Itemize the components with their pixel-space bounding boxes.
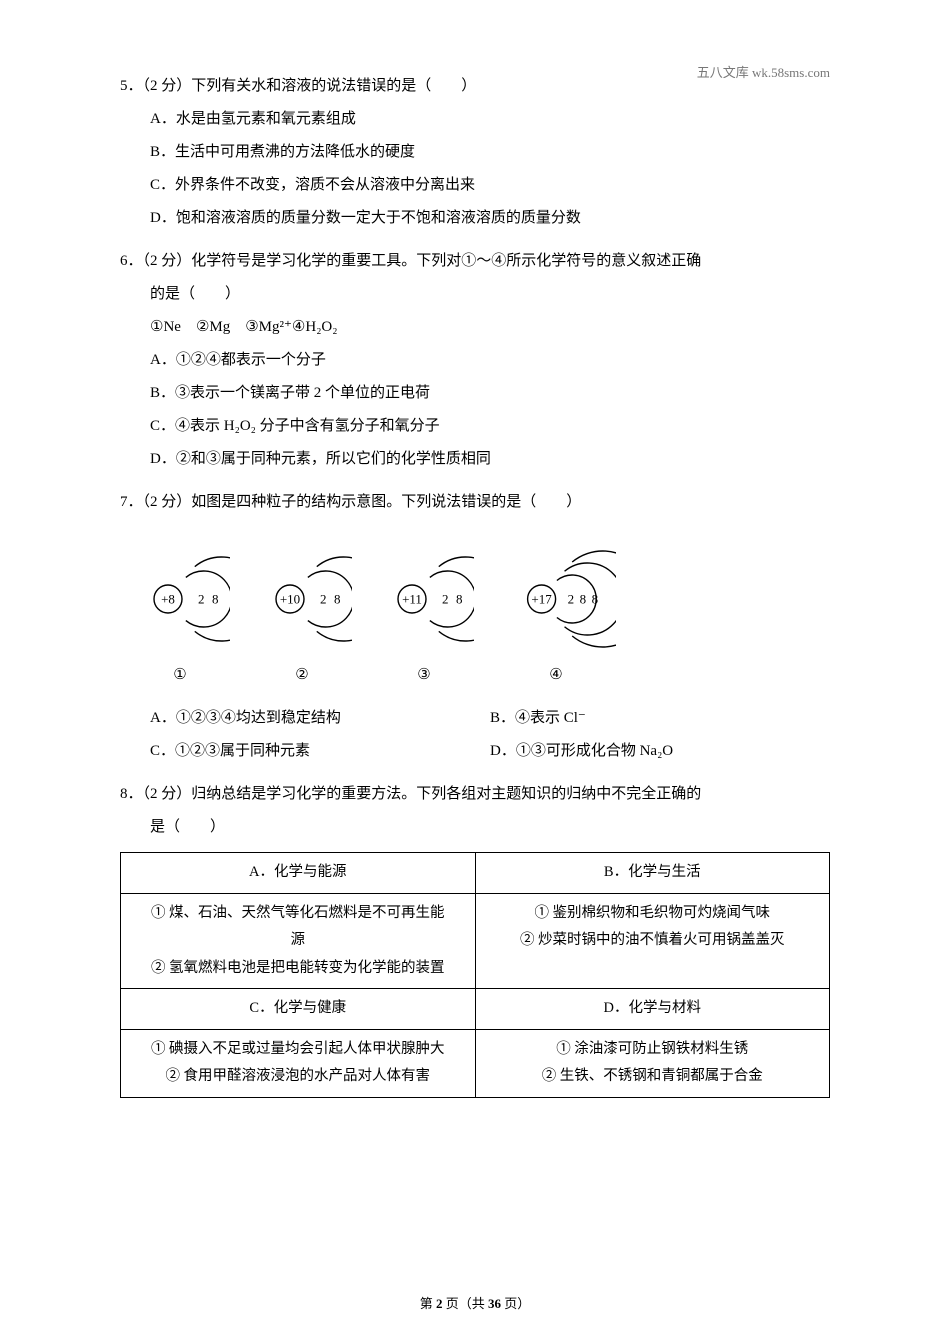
footer-pre: 第	[420, 1296, 436, 1311]
svg-text:2: 2	[198, 592, 205, 607]
atom-2-label: ②	[252, 659, 352, 692]
q7-option-d: D．①③可形成化合物 Na₂O	[490, 735, 830, 768]
atom-3: 28 +11 ③	[374, 549, 474, 692]
atom-3-label: ③	[374, 659, 474, 692]
q8-body-b: ① 鉴别棉织物和毛织物可灼烧闻气味 ② 炒菜时锅中的油不慎着火可用锅盖盖灭	[475, 893, 830, 989]
svg-text:8: 8	[592, 592, 599, 607]
q8-body-c-2: ② 食用甲醛溶液浸泡的水产品对人体有害	[131, 1063, 465, 1091]
svg-text:8: 8	[456, 592, 463, 607]
atom-3-svg: 28 +11	[374, 549, 474, 649]
question-5: 5．（2 分）下列有关水和溶液的说法错误的是（ ） A．水是由氢元素和氧元素组成…	[120, 70, 830, 235]
q7-option-c: C．①②③属于同种元素	[150, 735, 490, 768]
q6-option-c: C．④表示 H₂O₂ 分子中含有氢分子和氧分子	[150, 410, 830, 443]
svg-text:+8: +8	[161, 592, 175, 607]
q8-body-d-1: ① 涂油漆可防止钢铁材料生锈	[486, 1036, 820, 1064]
q8-body-c-1: ① 碘摄入不足或过量均会引起人体甲状腺肿大	[131, 1036, 465, 1064]
svg-text:2: 2	[568, 592, 575, 607]
q8-head-b: B．化学与生活	[475, 853, 830, 894]
q8-body-a-1: ① 煤、石油、天然气等化石燃料是不可再生能	[131, 900, 465, 928]
svg-text:8: 8	[580, 592, 587, 607]
q8-head-c: C．化学与健康	[121, 989, 476, 1030]
q7-option-b: B．④表示 Cl⁻	[490, 702, 830, 735]
atom-1-svg: 28 +8	[130, 549, 230, 649]
q6-stem-line2: 的是（ ）	[120, 278, 830, 311]
svg-text:+11: +11	[402, 592, 422, 607]
q5-option-a: A．水是由氢元素和氧元素组成	[150, 103, 830, 136]
q7-options: A．①②③④均达到稳定结构 B．④表示 Cl⁻ C．①②③属于同种元素 D．①③…	[120, 702, 830, 768]
q8-head-d: D．化学与材料	[475, 989, 830, 1030]
svg-text:2: 2	[320, 592, 327, 607]
q8-body-a: ① 煤、石油、天然气等化石燃料是不可再生能 源 ② 氢氧燃料电池是把电能转变为化…	[121, 893, 476, 989]
svg-text:8: 8	[212, 592, 219, 607]
q6-given: ①Ne ②Mg ③Mg²⁺④H₂O₂	[120, 311, 830, 344]
q8-stem-line1: 8．（2 分）归纳总结是学习化学的重要方法。下列各组对主题知识的归纳中不完全正确…	[120, 778, 830, 811]
q5-option-d: D．饱和溶液溶质的质量分数一定大于不饱和溶液溶质的质量分数	[150, 202, 830, 235]
q8-table: A．化学与能源 B．化学与生活 ① 煤、石油、天然气等化石燃料是不可再生能 源 …	[120, 852, 830, 1098]
q8-body-d: ① 涂油漆可防止钢铁材料生锈 ② 生铁、不锈钢和青铜都属于合金	[475, 1029, 830, 1097]
q5-option-c: C．外界条件不改变，溶质不会从溶液中分离出来	[150, 169, 830, 202]
question-8: 8．（2 分）归纳总结是学习化学的重要方法。下列各组对主题知识的归纳中不完全正确…	[120, 778, 830, 1098]
footer-post: 页）	[501, 1296, 530, 1311]
svg-text:+17: +17	[531, 592, 552, 607]
q5-option-b: B．生活中可用煮沸的方法降低水的硬度	[150, 136, 830, 169]
q7-diagrams: 28+8 ① 28+10 ② 28+11 ③ 288+17 ④	[120, 549, 830, 692]
svg-text:2: 2	[442, 592, 449, 607]
footer-mid: 页（共	[442, 1296, 488, 1311]
watermark-text: 五八文库 wk.58sms.com	[697, 62, 830, 81]
svg-text:8: 8	[334, 592, 341, 607]
atom-4-label: ④	[496, 659, 616, 692]
q7-stem: 7．（2 分）如图是四种粒子的结构示意图。下列说法错误的是（ ）	[120, 486, 830, 519]
q8-body-c: ① 碘摄入不足或过量均会引起人体甲状腺肿大 ② 食用甲醛溶液浸泡的水产品对人体有…	[121, 1029, 476, 1097]
page-footer: 第 2 页（共 36 页）	[0, 1293, 950, 1312]
atom-4-svg: 288+17	[496, 549, 616, 649]
q8-body-d-2: ② 生铁、不锈钢和青铜都属于合金	[486, 1063, 820, 1091]
q8-body-b-2: ② 炒菜时锅中的油不慎着火可用锅盖盖灭	[486, 927, 820, 955]
q8-head-a: A．化学与能源	[121, 853, 476, 894]
q7-option-a: A．①②③④均达到稳定结构	[150, 702, 490, 735]
atom-1-label: ①	[130, 659, 230, 692]
atom-4: 288+17 ④	[496, 549, 616, 692]
footer-total: 36	[488, 1296, 501, 1311]
atom-2-svg: 28 +10	[252, 549, 352, 649]
q6-option-b: B．③表示一个镁离子带 2 个单位的正电荷	[150, 377, 830, 410]
q7-stem-text: 7．（2 分）如图是四种粒子的结构示意图。下列说法错误的是（ ）	[120, 494, 581, 510]
q8-body-a-3: ② 氢氧燃料电池是把电能转变为化学能的装置	[131, 955, 465, 983]
atom-2: 28 +10 ②	[252, 549, 352, 692]
q6-stem-line1: 6．（2 分）化学符号是学习化学的重要工具。下列对①～④所示化学符号的意义叙述正…	[120, 245, 830, 278]
q8-body-b-1: ① 鉴别棉织物和毛织物可灼烧闻气味	[486, 900, 820, 928]
q8-body-a-2: 源	[131, 927, 465, 955]
svg-text:+10: +10	[280, 592, 300, 607]
q8-stem-line2: 是（ ）	[120, 811, 830, 844]
question-7: 7．（2 分）如图是四种粒子的结构示意图。下列说法错误的是（ ） 28+8 ① …	[120, 486, 830, 768]
question-6: 6．（2 分）化学符号是学习化学的重要工具。下列对①～④所示化学符号的意义叙述正…	[120, 245, 830, 476]
q6-option-d: D．②和③属于同种元素，所以它们的化学性质相同	[150, 443, 830, 476]
atom-1: 28 +8 ①	[130, 549, 230, 692]
q6-option-a: A．①②④都表示一个分子	[150, 344, 830, 377]
